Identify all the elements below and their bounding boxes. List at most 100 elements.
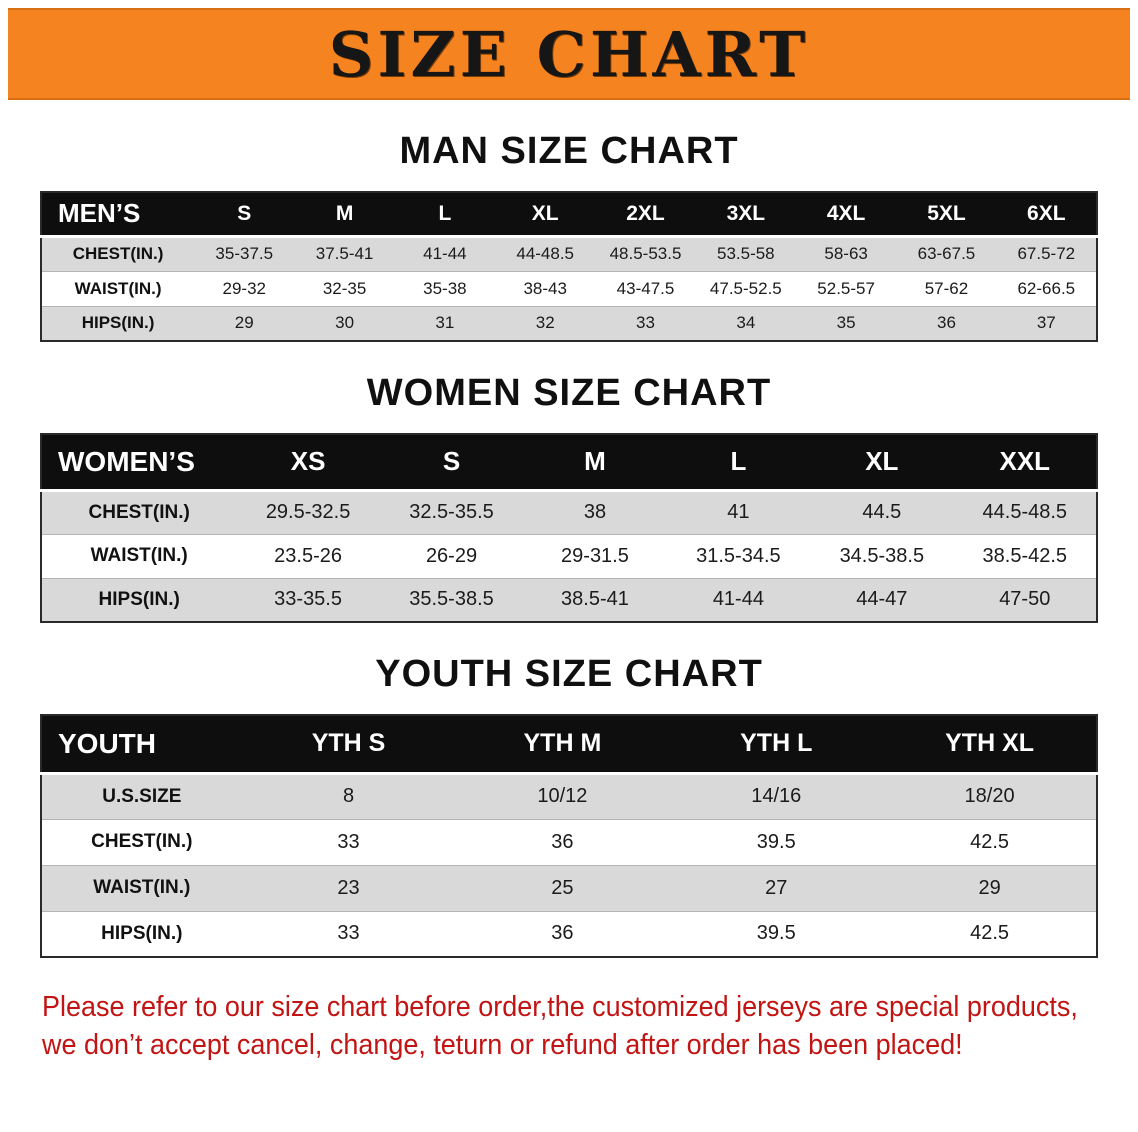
women-size-table: WOMEN’S XS S M L XL XXL CHEST(IN.) 29.5-32.5 32.5…	[40, 433, 1098, 623]
size-value-cell: 29	[194, 305, 295, 342]
measurement-row: U.S.SIZE 8 10/12 14/16 18/20	[41, 772, 1097, 820]
row-label: HIPS(IN.)	[41, 910, 242, 958]
size-column-header: XL	[495, 192, 596, 238]
size-column-header: 5XL	[896, 192, 997, 238]
measurement-row: HIPS(IN.) 29 30 31 32 33 34 35 36 37	[41, 305, 1097, 342]
size-value-cell: 44.5-48.5	[953, 489, 1097, 535]
size-value-cell: 48.5-53.5	[595, 235, 696, 272]
size-value-cell: 41	[666, 489, 811, 535]
table-header-row: WOMEN’S XS S M L XL XXL	[41, 434, 1097, 492]
size-value-cell: 38	[523, 489, 667, 535]
size-value-cell: 33	[595, 305, 696, 342]
size-value-cell: 42.5	[883, 910, 1097, 958]
warning-line-1: Please refer to our size chart before or…	[42, 991, 1078, 1023]
size-value-cell: 18/20	[883, 772, 1097, 820]
size-value-cell: 31	[394, 305, 496, 342]
size-value-cell: 38-43	[495, 270, 596, 307]
size-value-cell: 63-67.5	[896, 235, 997, 272]
table-title-cell: MEN’S	[41, 192, 195, 238]
size-value-cell: 31.5-34.5	[666, 533, 811, 579]
youth-size-section: YOUTH SIZE CHART YOUTH YTH S YTH M YTH L YTH…	[8, 653, 1130, 958]
size-value-cell: 41-44	[666, 577, 811, 623]
size-value-cell: 23	[241, 864, 456, 912]
size-column-header: YTH M	[455, 715, 670, 775]
men-size-section: MAN SIZE CHART MEN’S S M L XL 2XL 3XL 4XL 5XL 6XL…	[8, 130, 1130, 342]
size-column-header: L	[666, 434, 811, 492]
size-chart-page: SIZE CHART MAN SIZE CHART MEN’S S M L XL 2XL 3…	[8, 8, 1130, 1065]
size-value-cell: 33-35.5	[236, 577, 380, 623]
measurement-row: WAIST(IN.) 23 25 27 29	[41, 864, 1097, 912]
size-value-cell: 53.5-58	[695, 235, 796, 272]
measurement-row: CHEST(IN.) 35-37.5 37.5-41 41-44 44-48.5 48.5…	[41, 235, 1097, 272]
warning-text: Please refer to our size chart before or…	[42, 988, 1130, 1065]
size-value-cell: 37.5-41	[294, 235, 395, 272]
size-value-cell: 58-63	[795, 235, 897, 272]
size-value-cell: 42.5	[883, 818, 1097, 866]
table-title-cell: YOUTH	[41, 715, 242, 775]
size-column-header: 2XL	[595, 192, 696, 238]
size-column-header: XS	[236, 434, 380, 492]
size-value-cell: 36	[455, 910, 670, 958]
size-column-header: 3XL	[695, 192, 796, 238]
measurement-row: CHEST(IN.) 29.5-32.5 32.5-35.5 38 41 44.5 44.5…	[41, 489, 1097, 535]
row-label: HIPS(IN.)	[41, 305, 195, 342]
size-column-header: S	[194, 192, 295, 238]
size-value-cell: 30	[294, 305, 395, 342]
size-value-cell: 32-35	[294, 270, 395, 307]
row-label: WAIST(IN.)	[41, 533, 237, 579]
size-column-header: YTH L	[669, 715, 884, 775]
size-value-cell: 25	[455, 864, 670, 912]
size-value-cell: 27	[669, 864, 884, 912]
size-value-cell: 62-66.5	[996, 270, 1097, 307]
size-value-cell: 52.5-57	[795, 270, 897, 307]
size-value-cell: 39.5	[669, 818, 884, 866]
size-value-cell: 35-38	[394, 270, 496, 307]
size-value-cell: 44.5	[810, 489, 954, 535]
size-value-cell: 29	[883, 864, 1097, 912]
row-label: CHEST(IN.)	[41, 235, 195, 272]
size-value-cell: 29-31.5	[523, 533, 667, 579]
size-value-cell: 38.5-42.5	[953, 533, 1097, 579]
size-value-cell: 14/16	[669, 772, 884, 820]
warning-line-2: we don’t accept cancel, change, teturn o…	[42, 1029, 963, 1062]
size-value-cell: 38.5-41	[523, 577, 667, 623]
size-value-cell: 35-37.5	[194, 235, 295, 272]
size-value-cell: 34.5-38.5	[810, 533, 954, 579]
youth-size-table: YOUTH YTH S YTH M YTH L YTH XL U.S.SIZE 8 10/12…	[40, 714, 1098, 958]
size-value-cell: 33	[241, 910, 456, 958]
size-column-header: YTH XL	[883, 715, 1097, 775]
size-value-cell: 47-50	[953, 577, 1097, 623]
size-value-cell: 39.5	[669, 910, 884, 958]
women-size-section: WOMEN SIZE CHART WOMEN’S XS S M L XL XXL CHEST(…	[8, 372, 1130, 623]
size-value-cell: 44-48.5	[495, 235, 596, 272]
women-section-heading: WOMEN SIZE CHART	[366, 372, 772, 414]
row-label: CHEST(IN.)	[41, 489, 237, 535]
table-header-row: MEN’S S M L XL 2XL 3XL 4XL 5XL 6XL	[41, 192, 1097, 238]
size-value-cell: 32.5-35.5	[379, 489, 524, 535]
size-column-header: M	[294, 192, 395, 238]
row-label: U.S.SIZE	[41, 772, 242, 820]
size-column-header: S	[379, 434, 524, 492]
size-value-cell: 29-32	[194, 270, 295, 307]
size-value-cell: 37	[996, 305, 1097, 342]
size-value-cell: 33	[241, 818, 456, 866]
size-value-cell: 41-44	[394, 235, 496, 272]
size-column-header: M	[523, 434, 667, 492]
page-title: SIZE CHART	[328, 17, 810, 91]
row-label: HIPS(IN.)	[41, 577, 237, 623]
size-value-cell: 34	[695, 305, 796, 342]
size-value-cell: 23.5-26	[236, 533, 380, 579]
size-value-cell: 47.5-52.5	[695, 270, 796, 307]
men-section-heading: MAN SIZE CHART	[399, 130, 739, 172]
orange-banner: SIZE CHART	[8, 8, 1130, 100]
size-value-cell: 43-47.5	[595, 270, 696, 307]
size-value-cell: 44-47	[810, 577, 954, 623]
men-size-table: MEN’S S M L XL 2XL 3XL 4XL 5XL 6XL CHEST(IN.) 35-37…	[40, 191, 1098, 342]
measurement-row: HIPS(IN.) 33 36 39.5 42.5	[41, 910, 1097, 958]
size-column-header: 6XL	[996, 192, 1097, 238]
size-column-header: XXL	[953, 434, 1097, 492]
row-label: WAIST(IN.)	[41, 864, 242, 912]
measurement-row: WAIST(IN.) 23.5-26 26-29 29-31.5 31.5-34.5 34…	[41, 533, 1097, 579]
table-title-cell: WOMEN’S	[41, 434, 237, 492]
size-value-cell: 35.5-38.5	[379, 577, 524, 623]
